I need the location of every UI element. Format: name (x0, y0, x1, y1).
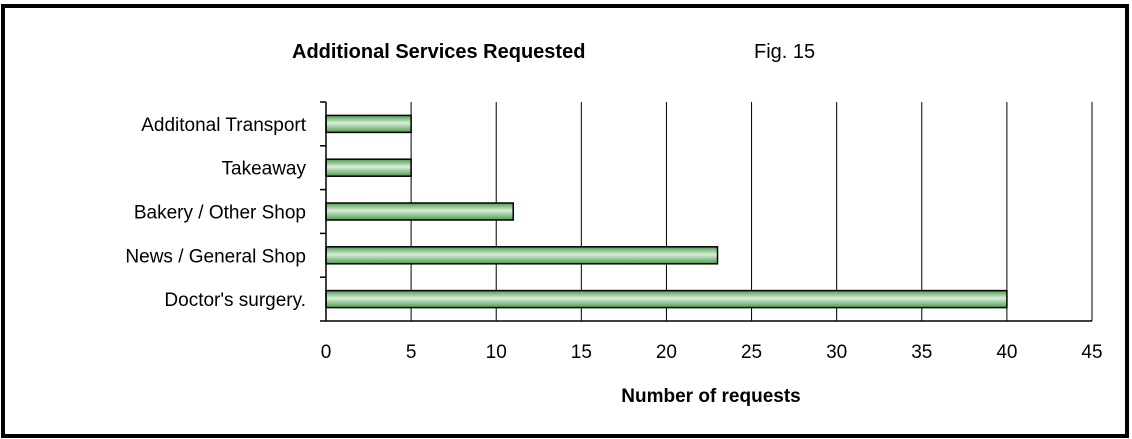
x-tick-label: 30 (826, 342, 847, 363)
bar-bakery-other-shop (325, 202, 514, 221)
category-label: Doctor's surgery. (164, 290, 306, 311)
x-tick-label: 45 (1081, 342, 1102, 363)
x-tick-labels: 0 5 10 15 20 25 30 35 40 45 (321, 342, 1103, 363)
bar-takeaway (325, 158, 412, 177)
chart-subtitle: Fig. 15 (754, 41, 815, 63)
chart-title: Additional Services Requested (292, 41, 585, 63)
x-tick-label: 20 (656, 342, 677, 363)
category-labels: Additonal Transport Takeaway Bakery / Othe… (125, 115, 306, 311)
x-tick-label: 35 (911, 342, 932, 363)
gridlines (410, 102, 1093, 321)
bar-doctor-s-surgery (325, 289, 1008, 309)
chart: Additional Services Requested Fig. 15 Ad… (125, 41, 1103, 407)
category-label: Additonal Transport (141, 115, 306, 136)
x-tick-label: 0 (321, 342, 332, 363)
x-tick-label: 15 (571, 342, 592, 363)
category-label: Takeaway (222, 159, 307, 180)
bar-news-general-shop (325, 246, 719, 265)
x-tick-label: 40 (996, 342, 1017, 363)
axes (320, 101, 1092, 322)
category-label: Bakery / Other Shop (134, 203, 306, 224)
chart-frame: Additional Services Requested Fig. 15 Ad… (1, 4, 1129, 438)
x-tick-label: 5 (406, 342, 417, 363)
bar-additonal-transport (325, 114, 412, 134)
x-tick-label: 25 (741, 342, 762, 363)
x-axis-title: Number of requests (621, 386, 800, 407)
x-tick-label: 10 (486, 342, 507, 363)
category-label: News / General Shop (125, 246, 306, 267)
